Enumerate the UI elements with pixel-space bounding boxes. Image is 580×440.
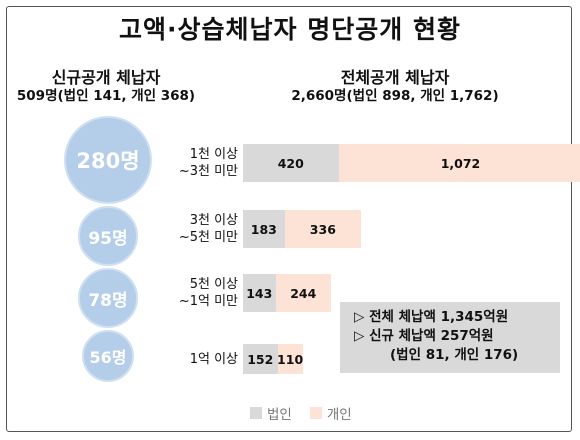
chart-legend: 법인 개인 bbox=[250, 403, 370, 423]
legend-label-indiv: 개인 bbox=[326, 407, 352, 423]
range-label-line: ~5천 미만 bbox=[178, 230, 238, 245]
total-disclosure-header: 전체공개 체납자 2,660명(법인 898, 개인 1,762) bbox=[270, 68, 520, 106]
bar-segment-corp: 183 bbox=[243, 210, 285, 248]
bar-segment-corp: 420 bbox=[243, 144, 339, 182]
legend-swatch-indiv bbox=[309, 407, 322, 419]
bar-segment-indiv: 244 bbox=[275, 274, 332, 312]
bar-segment-indiv: 1,072 bbox=[338, 144, 580, 182]
bar-row: 152 110 bbox=[243, 344, 303, 374]
new-disclosure-circle: 78명 bbox=[78, 268, 138, 328]
new-disclosure-circle: 56명 bbox=[82, 330, 134, 382]
range-label: 1억 이상 bbox=[148, 351, 238, 368]
bar-row: 420 1,072 bbox=[243, 144, 580, 182]
bar-segment-indiv: 336 bbox=[284, 210, 362, 248]
bar-segment-corp: 143 bbox=[243, 274, 276, 312]
range-label-line: 1억 이상 bbox=[189, 351, 238, 367]
new-arrears-breakdown: (법인 81, 개인 176) bbox=[390, 347, 519, 363]
frame-border bbox=[6, 6, 572, 432]
new-disclosure-title: 신규공개 체납자 bbox=[51, 68, 161, 87]
new-disclosure-circle: 95명 bbox=[78, 206, 138, 266]
new-disclosure-header: 신규공개 체납자 509명(법인 141, 개인 368) bbox=[6, 68, 206, 106]
new-disclosure-count: 509명(법인 141, 개인 368) bbox=[16, 88, 196, 104]
bar-segment-corp: 152 bbox=[243, 344, 278, 374]
new-disclosure-circle: 280명 bbox=[64, 116, 152, 204]
range-label-line: 3천 이상 bbox=[189, 213, 238, 228]
total-disclosure-title: 전체공개 체납자 bbox=[340, 68, 450, 87]
total-arrears: ▷ 전체 체납액 1,345억원 bbox=[354, 309, 509, 325]
legend-item-corp: 법인 bbox=[250, 403, 292, 423]
range-label-line: ~3천 미만 bbox=[178, 164, 238, 179]
total-disclosure-count: 2,660명(법인 898, 개인 1,762) bbox=[291, 88, 499, 104]
range-label-line: 1천 이상 bbox=[189, 147, 238, 162]
range-label: 3천 이상 ~5천 미만 bbox=[148, 212, 238, 246]
legend-item-indiv: 개인 bbox=[309, 403, 352, 423]
range-label: 5천 이상 ~1억 미만 bbox=[148, 276, 238, 310]
bar-row: 183 336 bbox=[243, 210, 362, 248]
range-label-line: 5천 이상 bbox=[189, 277, 238, 292]
range-label: 1천 이상 ~3천 미만 bbox=[148, 146, 238, 180]
new-arrears: ▷ 신규 체납액 257억원 bbox=[354, 328, 494, 344]
range-label-line: ~1억 미만 bbox=[178, 294, 238, 309]
bar-row: 143 244 bbox=[243, 274, 332, 312]
arrears-summary-box: ▷ 전체 체납액 1,345억원 ▷ 신규 체납액 257억원 (법인 81, … bbox=[340, 302, 560, 373]
legend-swatch-corp bbox=[250, 407, 262, 419]
bar-segment-indiv: 110 bbox=[277, 344, 303, 374]
legend-label-corp: 법인 bbox=[267, 407, 292, 423]
page-title: 고액·상습체납자 명단공개 현황 bbox=[119, 15, 461, 44]
